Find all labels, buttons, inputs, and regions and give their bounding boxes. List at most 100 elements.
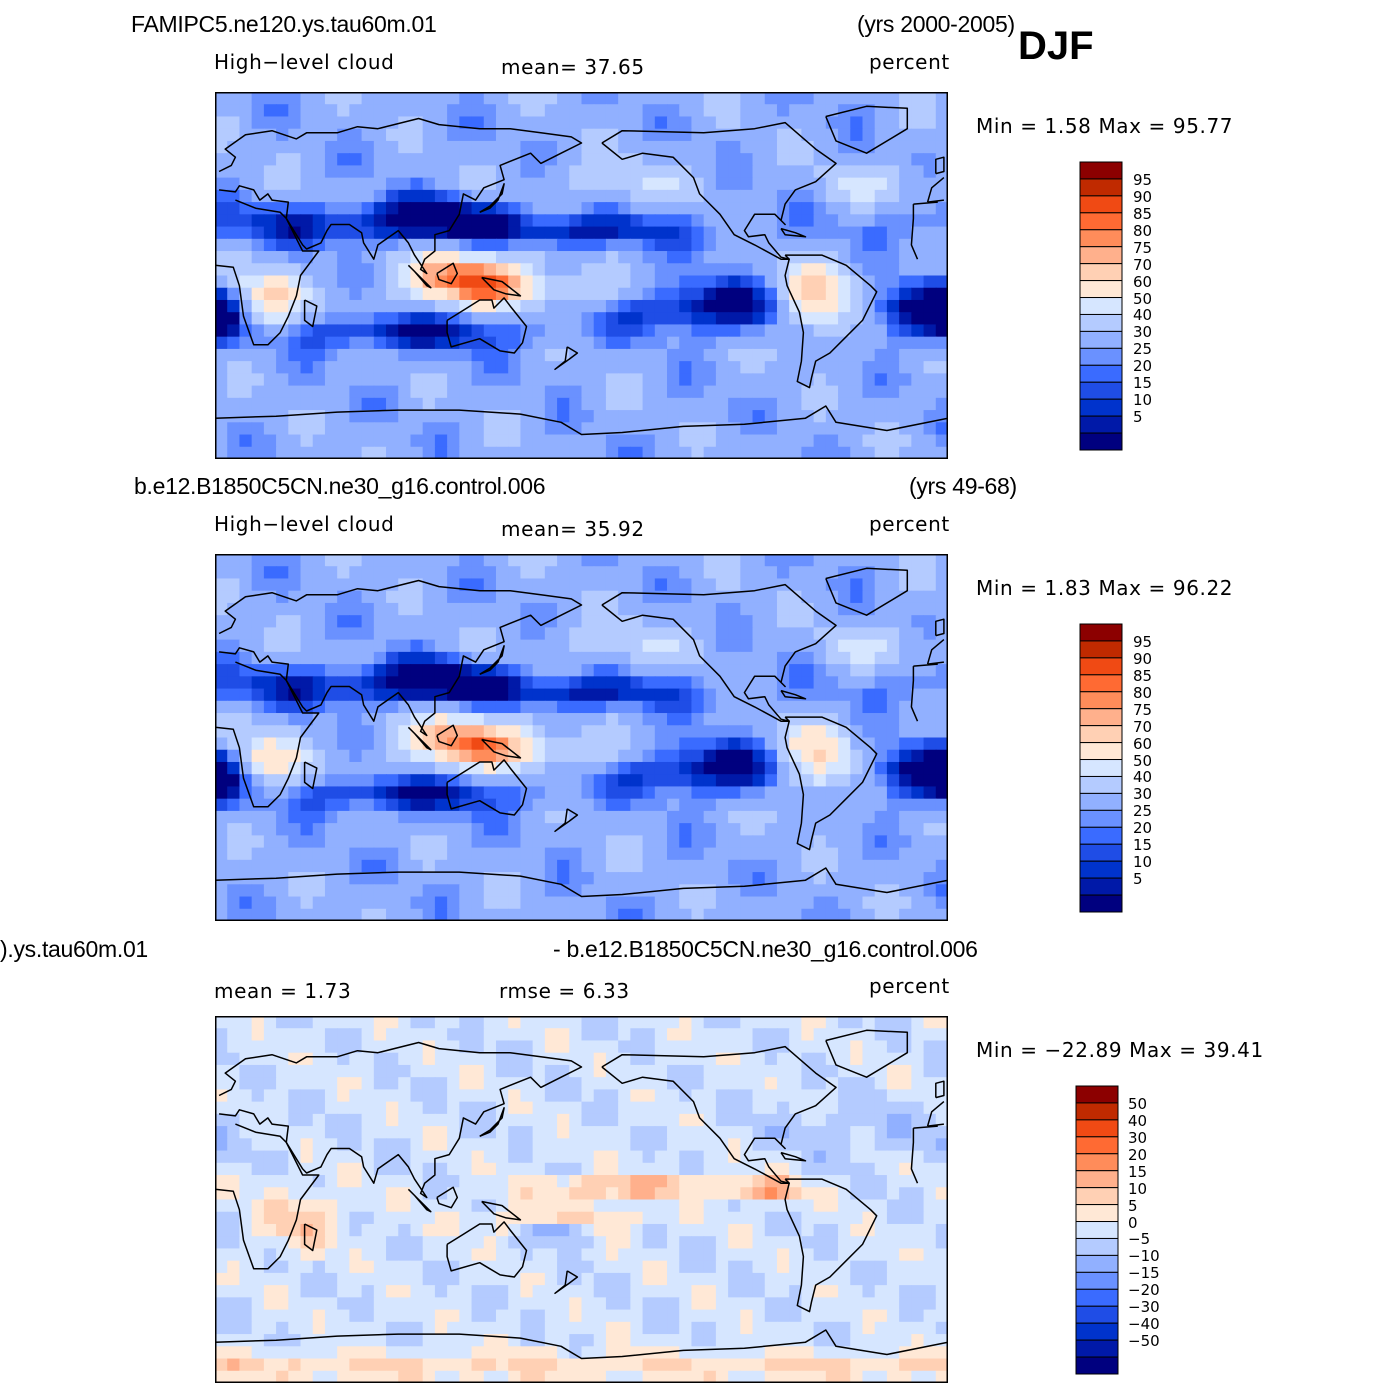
field-cell	[679, 299, 693, 313]
field-cell	[508, 566, 522, 580]
field-cell	[874, 786, 888, 800]
field-cell	[471, 737, 485, 751]
field-cell	[215, 676, 228, 690]
field-cell	[398, 287, 412, 301]
field-cell	[215, 737, 228, 751]
field-cell	[935, 422, 948, 436]
field-cell	[300, 287, 314, 301]
field-cell	[447, 165, 460, 179]
field-cell	[776, 1113, 790, 1127]
field-cell	[532, 627, 546, 641]
field-cell	[544, 214, 558, 228]
field-cell	[715, 1040, 729, 1054]
colorbar-swatch	[1079, 775, 1123, 794]
field-cell	[581, 810, 595, 824]
field-cell	[874, 725, 888, 739]
field-cell	[569, 884, 583, 898]
colorbar-swatch	[1079, 860, 1123, 879]
field-cell	[288, 602, 302, 616]
field-cell	[813, 324, 827, 338]
field-cell	[764, 810, 778, 824]
field-cell	[642, 639, 656, 653]
field-cell	[459, 896, 473, 910]
field-cell	[605, 361, 619, 374]
field-cell	[410, 226, 424, 240]
field-cell	[850, 1089, 864, 1103]
field-cell	[337, 287, 350, 301]
field-cell	[227, 214, 241, 228]
field-cell	[801, 749, 815, 763]
panel-2-map	[215, 554, 948, 921]
field-cell	[349, 446, 363, 459]
field-cell	[447, 238, 460, 252]
field-cell	[667, 1052, 680, 1066]
field-cell	[764, 214, 778, 228]
field-cell	[373, 896, 387, 910]
field-cell	[593, 1052, 607, 1066]
field-cell	[752, 1236, 766, 1250]
field-cell	[398, 214, 412, 228]
field-cell	[862, 275, 876, 289]
field-cell	[654, 688, 668, 702]
field-cell	[520, 1064, 534, 1078]
field-cell	[801, 1113, 815, 1127]
field-cell	[581, 639, 595, 653]
field-cell	[752, 177, 766, 191]
field-cell	[361, 422, 375, 436]
field-cell	[886, 1260, 900, 1274]
field-cell	[593, 1223, 607, 1237]
field-cell	[459, 664, 473, 677]
field-cell	[630, 1187, 644, 1201]
field-cell	[679, 810, 693, 824]
field-cell	[642, 446, 656, 459]
field-cell	[227, 798, 241, 812]
field-cell	[886, 1211, 900, 1225]
field-cell	[459, 1040, 473, 1054]
field-cell	[801, 116, 815, 130]
colorbar-swatch	[1079, 809, 1123, 828]
field-cell	[557, 1077, 570, 1090]
field-cell	[215, 275, 228, 289]
field-cell	[801, 554, 815, 567]
field-cell	[422, 786, 436, 800]
colorbar-tick-label: 5	[1133, 408, 1143, 427]
field-cell	[630, 774, 644, 788]
field-cell	[508, 700, 522, 714]
field-cell	[532, 761, 546, 775]
field-cell	[740, 165, 754, 179]
field-cell	[899, 1248, 912, 1262]
field-cell	[532, 554, 546, 567]
field-cell	[703, 446, 717, 459]
field-cell	[850, 434, 864, 448]
field-cell	[508, 884, 522, 898]
field-cell	[422, 116, 436, 130]
coastline-is4	[479, 183, 505, 213]
field-cell	[740, 361, 754, 374]
field-cell	[312, 128, 326, 142]
field-cell	[324, 823, 338, 836]
field-cell	[398, 263, 412, 277]
field-cell	[300, 725, 314, 739]
field-cell	[618, 1248, 631, 1262]
field-cell	[263, 177, 277, 191]
field-cell	[386, 737, 399, 751]
field-cell	[593, 1211, 607, 1225]
field-cell	[691, 1211, 705, 1225]
field-cell	[569, 348, 583, 362]
field-cell	[215, 1211, 228, 1225]
field-cell	[337, 1211, 350, 1225]
field-cell	[337, 312, 350, 326]
field-cell	[495, 128, 509, 142]
field-cell	[532, 713, 546, 726]
field-cell	[899, 847, 912, 861]
field-cell	[715, 299, 729, 313]
field-cell	[251, 1223, 265, 1237]
field-cell	[667, 1040, 680, 1054]
field-cell	[630, 251, 644, 264]
field-cell	[312, 1101, 326, 1115]
field-cell	[263, 713, 277, 726]
field-cell	[300, 1248, 314, 1262]
field-cell	[923, 348, 937, 362]
field-cell	[703, 713, 717, 726]
field-cell	[813, 1248, 827, 1262]
